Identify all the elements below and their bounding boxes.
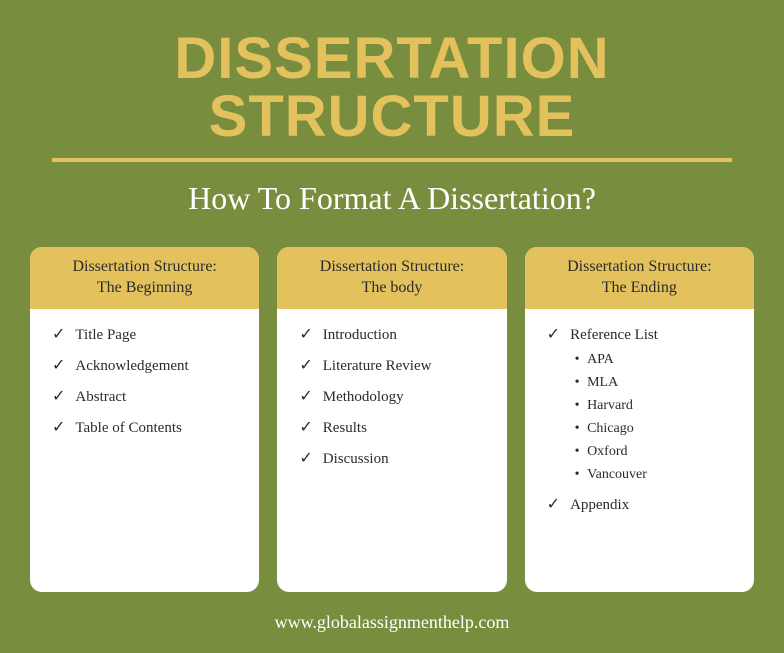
cards-container: Dissertation Structure: The Beginning ✓ T… [30, 247, 754, 592]
item-label: Discussion [323, 451, 389, 468]
card-header-ending: Dissertation Structure: The Ending [525, 247, 754, 309]
sub-item: Chicago [575, 421, 736, 437]
card-body-body: ✓ Introduction ✓ Literature Review ✓ Method… [277, 309, 506, 592]
card-heading-line1: Dissertation Structure: [567, 258, 711, 275]
sub-item: Vancouver [575, 467, 736, 483]
check-icon: ✓ [299, 420, 312, 436]
page-subtitle: How To Format A Dissertation? [30, 180, 754, 217]
check-icon: ✓ [299, 451, 312, 467]
list-item: ✓ Methodology [299, 389, 488, 406]
item-label: Acknowledgement [75, 358, 188, 375]
check-icon: ✓ [299, 358, 312, 374]
list-item: ✓ Results [299, 420, 488, 437]
list-item: ✓ Literature Review [299, 358, 488, 375]
card-header-beginning: Dissertation Structure: The Beginning [30, 247, 259, 309]
list-item: ✓ Title Page [52, 327, 241, 344]
check-icon: ✓ [52, 358, 65, 374]
item-label: Literature Review [323, 358, 432, 375]
list-item: ✓ Introduction [299, 327, 488, 344]
list-item: ✓ Discussion [299, 451, 488, 468]
card-beginning: Dissertation Structure: The Beginning ✓ T… [30, 247, 259, 592]
check-icon: ✓ [299, 389, 312, 405]
card-body-ending: ✓ Reference List APA MLA Harvard Chicago … [525, 309, 754, 592]
item-label: Abstract [75, 389, 126, 406]
card-ending: Dissertation Structure: The Ending ✓ Refe… [525, 247, 754, 592]
item-label: Methodology [323, 389, 404, 406]
item-label: Introduction [323, 327, 397, 344]
title-underline [52, 158, 732, 162]
sub-list: APA MLA Harvard Chicago Oxford Vancouver [575, 352, 736, 483]
check-icon: ✓ [299, 327, 312, 343]
list-item: ✓ Acknowledgement [52, 358, 241, 375]
item-label: Title Page [75, 327, 136, 344]
check-icon: ✓ [547, 497, 560, 513]
sub-item: MLA [575, 375, 736, 391]
list-item: ✓ Table of Contents [52, 420, 241, 437]
card-body-beginning: ✓ Title Page ✓ Acknowledgement ✓ Abstract ✓… [30, 309, 259, 592]
card-heading-line2: The Ending [602, 279, 677, 296]
card-heading-line2: The Beginning [97, 279, 193, 296]
card-body-section: Dissertation Structure: The body ✓ Introd… [277, 247, 506, 592]
sub-item: Harvard [575, 398, 736, 414]
sub-item: Oxford [575, 444, 736, 460]
item-label: Appendix [570, 497, 629, 514]
check-icon: ✓ [52, 420, 65, 436]
check-icon: ✓ [52, 327, 65, 343]
item-label: Table of Contents [75, 420, 181, 437]
card-heading-line2: The body [362, 279, 423, 296]
card-header-body: Dissertation Structure: The body [277, 247, 506, 309]
list-item: ✓ Abstract [52, 389, 241, 406]
item-label: Results [323, 420, 367, 437]
check-icon: ✓ [547, 327, 560, 343]
card-heading-line1: Dissertation Structure: [72, 258, 216, 275]
page-title: DISSERTATION STRUCTURE [30, 30, 754, 146]
list-item: ✓ Reference List [547, 327, 736, 344]
card-heading-line1: Dissertation Structure: [320, 258, 464, 275]
check-icon: ✓ [52, 389, 65, 405]
sub-item: APA [575, 352, 736, 368]
footer-url: www.globalassignmenthelp.com [30, 612, 754, 633]
list-item: ✓ Appendix [547, 497, 736, 514]
item-label: Reference List [570, 327, 658, 344]
